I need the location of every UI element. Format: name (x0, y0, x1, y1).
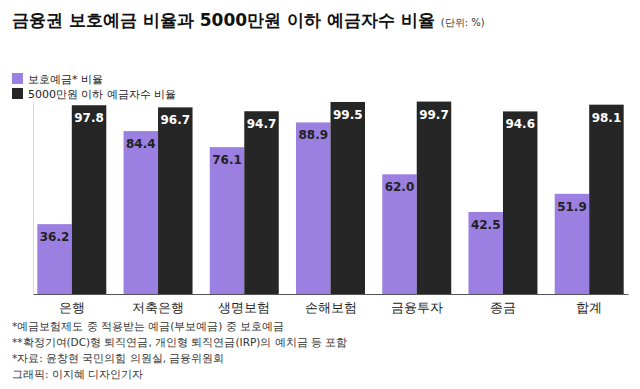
x-tick-label: 은행 (59, 300, 85, 315)
data-label: 96.7 (160, 113, 190, 127)
data-label: 36.2 (40, 230, 70, 244)
data-label: 99.5 (333, 108, 363, 122)
data-label: 42.5 (471, 218, 501, 232)
legend-swatch (12, 88, 23, 99)
x-tick-label: 저축은행 (132, 300, 184, 315)
data-label: 94.6 (505, 117, 535, 131)
footnote: *자료: 윤창현 국민의힘 의원실, 금융위원회 (12, 352, 224, 364)
data-label: 62.0 (385, 180, 415, 194)
x-tick: 저축은행 (132, 294, 184, 315)
bar (555, 194, 589, 294)
data-label: 94.7 (247, 117, 277, 131)
footnote: *예금보험제도 중 적용받는 예금(부보예금) 중 보호예금 (12, 320, 284, 332)
legend: 보호예금* 비율 5000만원 이하 예금자수 비율 (12, 73, 176, 101)
chart-container: 금융권 보호예금 비율과 5000만원 이하 예금자수 비율 (단위: %) 36.… (0, 0, 640, 389)
subtitle: (단위: %) (441, 17, 485, 28)
bar (331, 102, 365, 294)
x-tick: 생명보험 (218, 294, 270, 315)
y-axis-line (33, 102, 34, 295)
bar (296, 122, 330, 294)
y-axis (33, 102, 34, 295)
footnote: 그래픽: 이지혜 디자인기자 (12, 368, 143, 380)
data-label: 51.9 (557, 200, 587, 214)
bar (503, 111, 537, 294)
data-labels: 36.2 84.4 76.1 88.9 62.0 42.5 51.9 97.8 96.7 94.7… (40, 108, 621, 245)
bar (468, 212, 502, 294)
bars (37, 102, 623, 294)
bar (72, 105, 106, 294)
x-tick-label: 생명보험 (218, 300, 270, 315)
x-tick: 손해보험 (305, 294, 357, 315)
x-tick-label: 손해보험 (305, 300, 357, 315)
data-label: 99.7 (419, 108, 449, 122)
bar (382, 174, 416, 294)
footnotes: *예금보험제도 중 적용받는 예금(부보예금) 중 보호예금 **확정기여(DC)… (12, 320, 347, 380)
x-tick: 종금 (490, 294, 516, 315)
x-tick: 합계 (576, 294, 602, 315)
bar (589, 105, 623, 294)
x-tick-label: 종금 (490, 300, 516, 315)
data-label: 88.9 (298, 128, 328, 142)
bar (417, 102, 451, 294)
x-axis-line (34, 294, 629, 295)
data-label: 97.8 (74, 111, 104, 125)
x-tick-label: 금융투자 (391, 300, 443, 315)
bar (158, 107, 192, 294)
x-tick: 금융투자 (391, 294, 443, 315)
title: 금융권 보호예금 비율과 5000만원 이하 예금자수 비율 (12, 10, 435, 30)
chart-svg: 금융권 보호예금 비율과 5000만원 이하 예금자수 비율 (단위: %) 36.… (0, 0, 640, 389)
bar (37, 224, 71, 294)
footnote: **확정기여(DC)형 퇴직연금, 개인형 퇴직연금(IRP)의 예치금 등 포… (12, 336, 347, 348)
data-label: 84.4 (126, 137, 156, 151)
bar (210, 147, 244, 294)
x-tick: 은행 (59, 294, 85, 315)
x-tick-label: 합계 (576, 300, 602, 315)
legend-swatch (12, 73, 23, 84)
bar (124, 131, 158, 294)
legend-label: 5000만원 이하 예금자수 비율 (28, 88, 176, 101)
bar (244, 111, 278, 294)
x-axis: 은행 저축은행 생명보험 손해보험 금융투자 종금 합계 (34, 294, 629, 315)
data-label: 76.1 (212, 153, 242, 167)
data-label: 98.1 (592, 111, 622, 125)
legend-label: 보호예금* 비율 (28, 73, 103, 86)
